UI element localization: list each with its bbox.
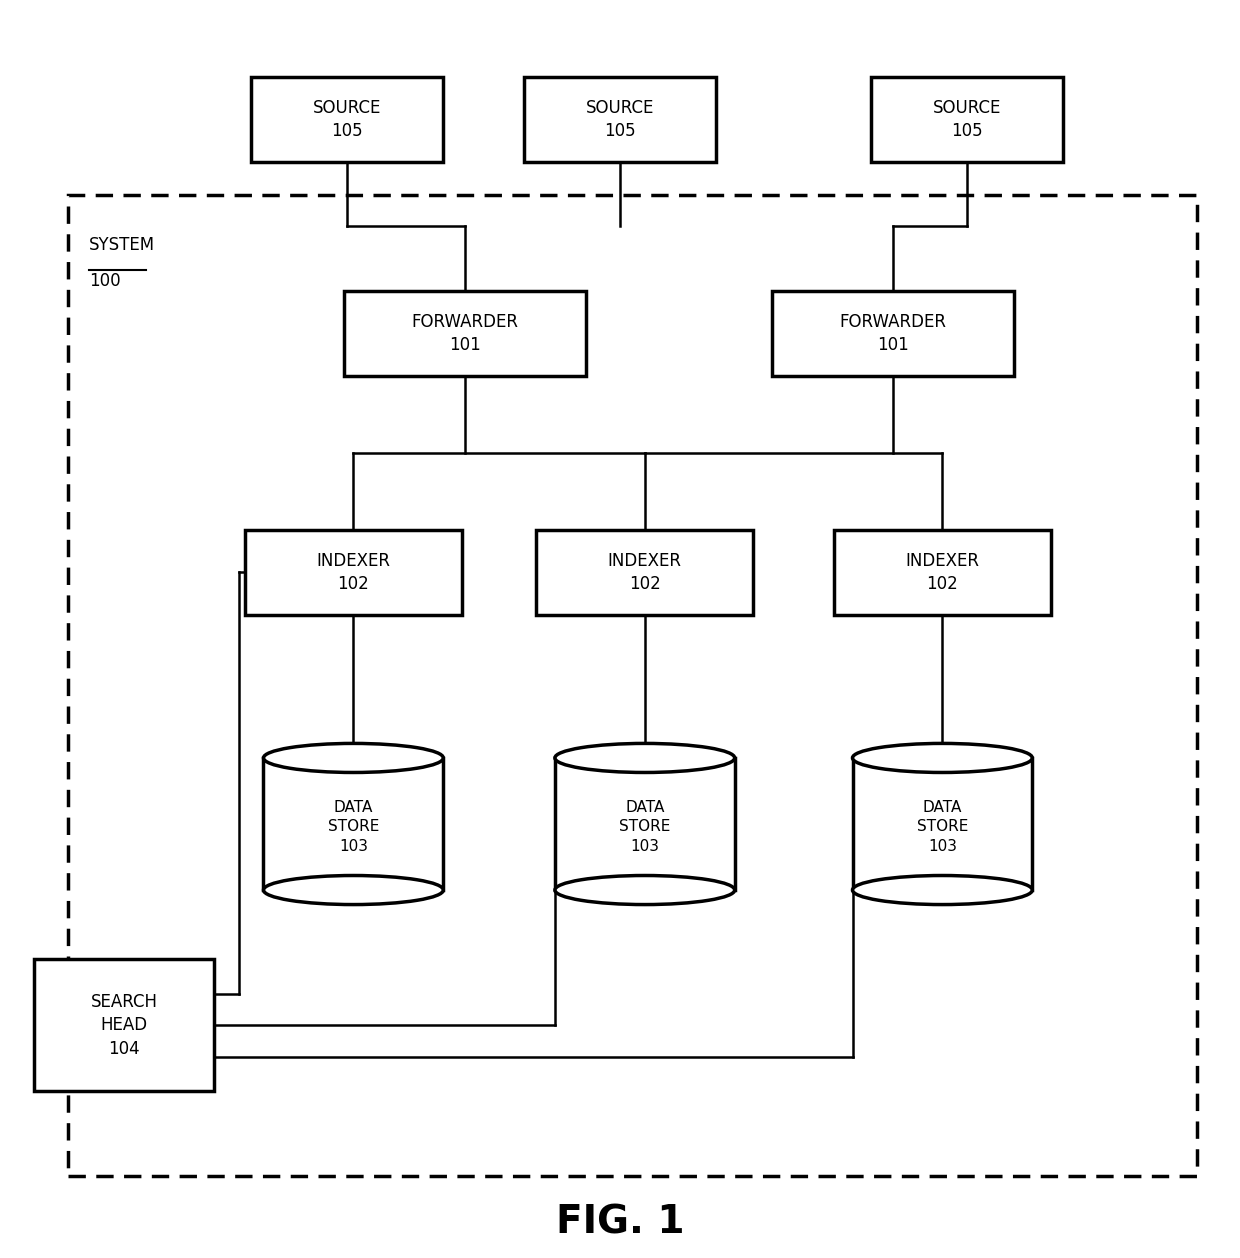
FancyBboxPatch shape xyxy=(343,291,585,376)
Text: DATA
STORE
103: DATA STORE 103 xyxy=(916,800,968,854)
Ellipse shape xyxy=(556,876,734,905)
FancyBboxPatch shape xyxy=(536,530,753,615)
FancyBboxPatch shape xyxy=(833,530,1050,615)
Text: FIG. 1: FIG. 1 xyxy=(556,1204,684,1242)
Text: SEARCH
HEAD
104: SEARCH HEAD 104 xyxy=(91,993,157,1058)
Text: FORWARDER
101: FORWARDER 101 xyxy=(412,312,518,355)
Text: SOURCE
105: SOURCE 105 xyxy=(312,98,382,141)
Text: DATA
STORE
103: DATA STORE 103 xyxy=(619,800,671,854)
Text: SOURCE
105: SOURCE 105 xyxy=(585,98,655,141)
Text: SYSTEM: SYSTEM xyxy=(89,237,155,254)
FancyBboxPatch shape xyxy=(35,959,213,1091)
Text: 100: 100 xyxy=(89,272,122,289)
Ellipse shape xyxy=(853,743,1032,772)
FancyBboxPatch shape xyxy=(244,530,461,615)
Ellipse shape xyxy=(556,743,734,772)
FancyBboxPatch shape xyxy=(250,77,444,162)
Text: FORWARDER
101: FORWARDER 101 xyxy=(839,312,946,355)
Text: DATA
STORE
103: DATA STORE 103 xyxy=(327,800,379,854)
Text: SOURCE
105: SOURCE 105 xyxy=(932,98,1002,141)
FancyBboxPatch shape xyxy=(263,757,443,891)
Ellipse shape xyxy=(853,876,1032,905)
FancyBboxPatch shape xyxy=(870,77,1063,162)
FancyBboxPatch shape xyxy=(523,77,717,162)
Ellipse shape xyxy=(263,876,444,905)
Ellipse shape xyxy=(263,743,444,772)
Text: INDEXER
102: INDEXER 102 xyxy=(608,551,682,594)
Text: INDEXER
102: INDEXER 102 xyxy=(316,551,391,594)
FancyBboxPatch shape xyxy=(771,291,1013,376)
FancyBboxPatch shape xyxy=(853,757,1032,891)
Text: INDEXER
102: INDEXER 102 xyxy=(905,551,980,594)
FancyBboxPatch shape xyxy=(556,757,734,891)
